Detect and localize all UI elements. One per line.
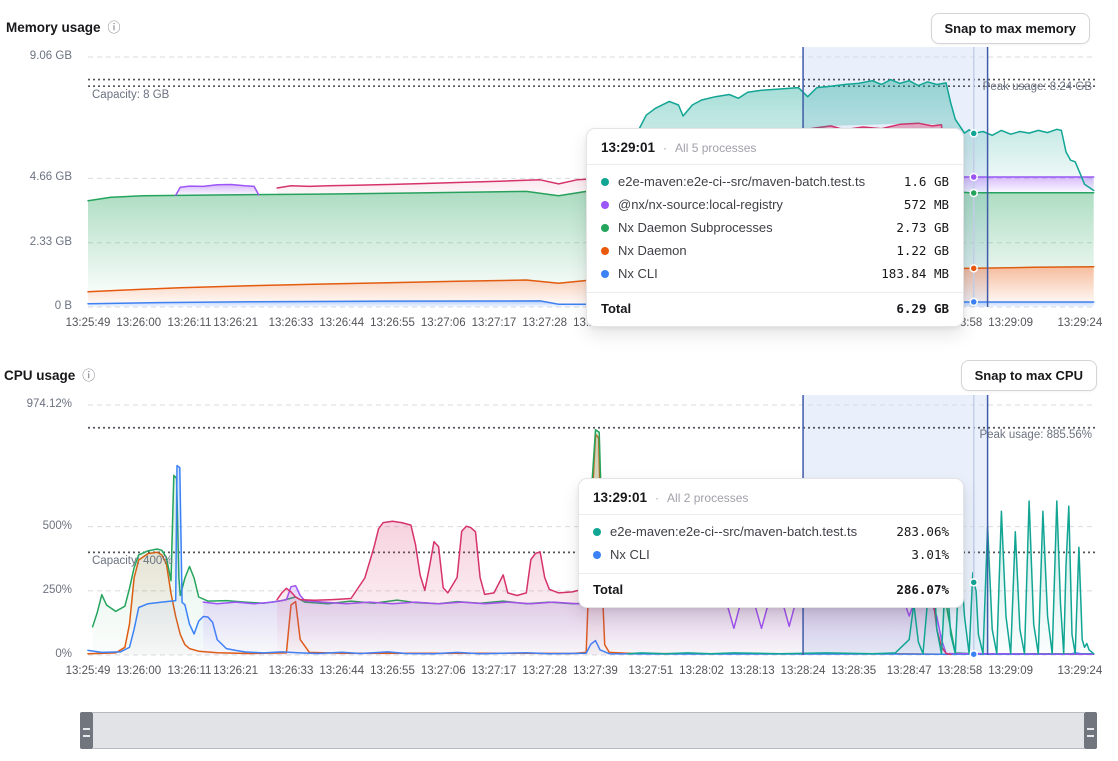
total-value: 286.07% <box>896 582 949 597</box>
series-color-dot <box>601 178 609 186</box>
memory-peak-label: Peak usage: 8.24 GB <box>983 81 1092 93</box>
memory-tooltip-total: Total 6.29 GB <box>587 292 963 326</box>
process-name: e2e-maven:e2e-ci--src/maven-batch.test.t… <box>610 524 896 539</box>
series-color-dot <box>601 247 609 255</box>
tooltip-row: Nx Daemon 1.22 GB <box>587 239 963 262</box>
tooltip-subtitle: All 5 processes <box>675 141 756 155</box>
brush-right-handle[interactable] <box>1084 712 1097 749</box>
memory-hover-marker <box>970 190 977 197</box>
local-registry-area <box>946 177 1094 193</box>
total-value: 6.29 GB <box>881 301 949 316</box>
brush-left-handle[interactable] <box>80 712 93 749</box>
series-color-dot <box>601 224 609 232</box>
cpu-hover-marker <box>970 579 977 586</box>
process-name: Nx Daemon <box>618 243 881 258</box>
memory-hover-marker <box>970 174 977 181</box>
y-axis-label: 0 B <box>0 300 80 312</box>
local-registry-early-series <box>176 185 259 196</box>
total-label: Total <box>601 301 881 316</box>
tooltip-row: @nx/nx-source:local-registry 572 MB <box>587 193 963 216</box>
memory-tooltip-rows: e2e-maven:e2e-ci--src/maven-batch.test.t… <box>587 164 963 288</box>
drag-grip-icon <box>83 728 90 737</box>
tooltip-row: Nx Daemon Subprocesses 2.73 GB <box>587 216 963 239</box>
y-axis-label: 0% <box>0 648 80 660</box>
memory-section-title: Memory usage ⓘ <box>6 20 121 35</box>
memory-tooltip: 13:29:01 · All 5 processes e2e-maven:e2e… <box>586 128 964 327</box>
x-axis-label: 13:29:24 <box>1045 317 1115 329</box>
tooltip-row: Nx CLI183.84 MB <box>587 262 963 285</box>
tooltip-time: 13:29:01 <box>593 490 647 505</box>
info-icon[interactable]: ⓘ <box>82 369 95 382</box>
x-axis-label: 13:29:09 <box>976 665 1046 677</box>
y-axis-label: 4.66 GB <box>0 171 80 183</box>
x-axis-label: 13:29:24 <box>1045 665 1115 677</box>
process-value: 283.06% <box>896 524 949 539</box>
memory-hover-marker <box>970 130 977 137</box>
cpu-tooltip-rows: e2e-maven:e2e-ci--src/maven-batch.test.t… <box>579 514 963 569</box>
cpu-capacity-label: Capacity: 400% <box>92 555 173 567</box>
brush-track[interactable] <box>93 712 1084 749</box>
cpu-tooltip-total: Total 286.07% <box>579 573 963 607</box>
process-name: @nx/nx-source:local-registry <box>618 197 881 212</box>
process-name: Nx CLI <box>618 266 881 281</box>
process-value: 1.22 GB <box>881 243 949 258</box>
performance-profiler-dashboard: Memory usage ⓘ Snap to max memory CPU us… <box>0 0 1118 761</box>
total-label: Total <box>593 582 896 597</box>
memory-tooltip-header: 13:29:01 · All 5 processes <box>587 129 963 164</box>
cpu-peak-label: Peak usage: 885.56% <box>979 429 1092 441</box>
process-value: 2.73 GB <box>881 220 949 235</box>
tooltip-separator: · <box>655 491 659 505</box>
local-registry-series <box>946 177 1094 193</box>
series-color-dot <box>601 201 609 209</box>
process-value: 1.6 GB <box>881 174 949 189</box>
cpu-hover-marker <box>970 651 977 658</box>
y-axis-label: 500% <box>0 520 80 532</box>
process-name: e2e-maven:e2e-ci--src/maven-batch.test.t… <box>618 174 881 189</box>
drag-grip-icon <box>1087 728 1094 737</box>
timeline-brush <box>80 712 1097 749</box>
process-name: Nx Daemon Subprocesses <box>618 220 881 235</box>
tooltip-subtitle: All 2 processes <box>667 491 748 505</box>
tooltip-time: 13:29:01 <box>601 140 655 155</box>
y-axis-label: 250% <box>0 584 80 596</box>
x-axis-label: 13:29:09 <box>976 317 1046 329</box>
memory-title-text: Memory usage <box>6 20 101 35</box>
series-color-dot <box>593 551 601 559</box>
cpu-tooltip-header: 13:29:01 · All 2 processes <box>579 479 963 514</box>
series-color-dot <box>601 270 609 278</box>
series-color-dot <box>593 528 601 536</box>
memory-hover-marker <box>970 265 977 272</box>
y-axis-label: 974.12% <box>0 398 80 410</box>
memory-capacity-label: Capacity: 8 GB <box>92 89 169 101</box>
tooltip-separator: · <box>663 141 667 155</box>
y-axis-label: 9.06 GB <box>0 50 80 62</box>
process-value: 572 MB <box>881 197 949 212</box>
tooltip-row: e2e-maven:e2e-ci--src/maven-batch.test.t… <box>579 520 963 543</box>
snap-to-max-memory-button[interactable]: Snap to max memory <box>931 13 1091 44</box>
memory-hover-marker <box>970 298 977 305</box>
cpu-section-title: CPU usage ⓘ <box>4 368 95 383</box>
y-axis-label: 2.33 GB <box>0 236 80 248</box>
process-value: 183.84 MB <box>881 266 949 281</box>
tooltip-row: Nx CLI 3.01% <box>579 543 963 566</box>
snap-to-max-cpu-button[interactable]: Snap to max CPU <box>961 360 1097 391</box>
cpu-tooltip: 13:29:01 · All 2 processes e2e-maven:e2e… <box>578 478 964 608</box>
cpu-title-text: CPU usage <box>4 368 75 383</box>
process-value: 3.01% <box>896 547 949 562</box>
process-name: Nx CLI <box>610 547 896 562</box>
info-icon[interactable]: ⓘ <box>108 21 121 34</box>
tooltip-row: e2e-maven:e2e-ci--src/maven-batch.test.t… <box>587 170 963 193</box>
